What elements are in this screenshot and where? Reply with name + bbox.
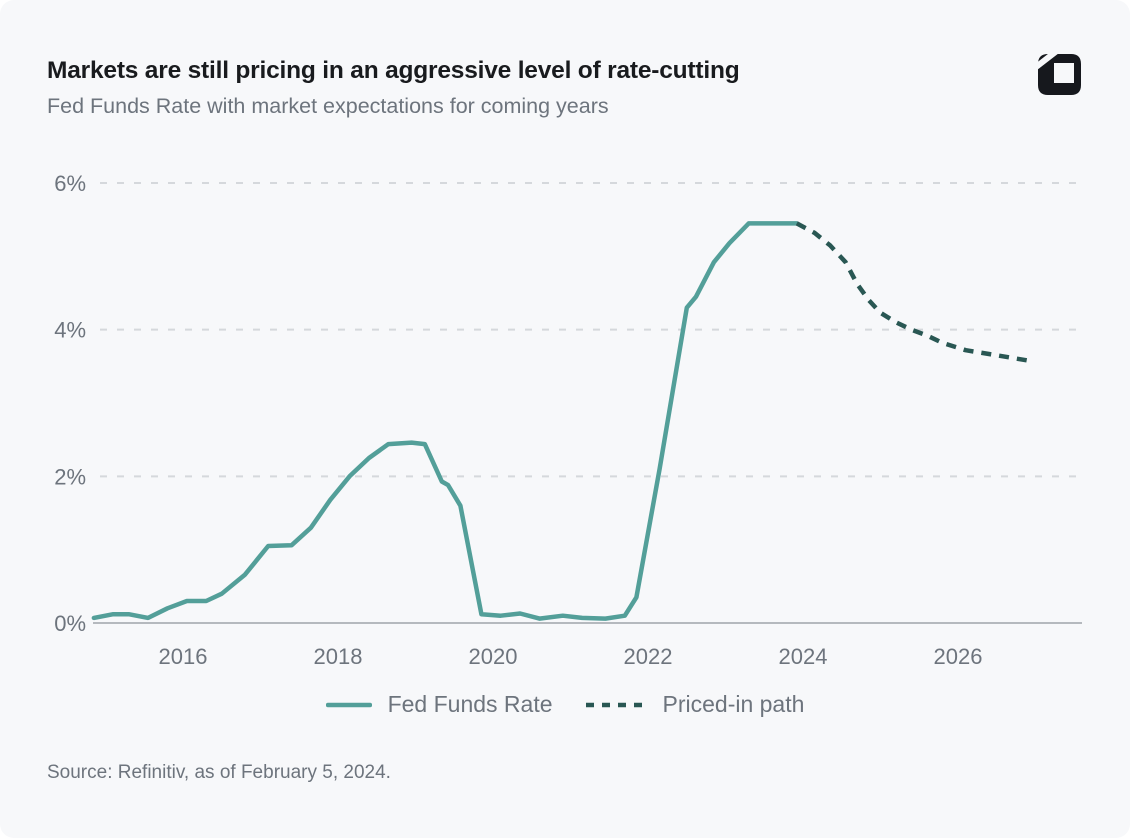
x-tick-label: 2024 (779, 644, 828, 669)
logo-mark (1038, 54, 1081, 95)
dashed-line-swatch-icon (585, 702, 646, 707)
solid-line-swatch-icon (325, 702, 372, 707)
y-tick-label: 0% (54, 611, 86, 636)
chart-legend: Fed Funds Rate Priced-in path (0, 691, 1130, 718)
y-tick-label: 4% (54, 318, 86, 343)
legend-label: Priced-in path (662, 691, 805, 717)
chartr-logo-icon (1036, 52, 1081, 95)
priced-in-path-line (795, 221, 1029, 363)
x-tick-label: 2022 (624, 644, 673, 669)
x-tick-label: 2018 (314, 644, 363, 669)
logo-slash (1036, 52, 1060, 70)
y-tick-label: 2% (54, 464, 86, 489)
legend-item-fed-funds-rate: Fed Funds Rate (325, 691, 553, 718)
source-note: Source: Refinitiv, as of February 5, 202… (47, 762, 391, 783)
fed-funds-rate-line (91, 221, 800, 621)
x-tick-label: 2026 (934, 644, 983, 669)
chart-title: Markets are still pricing in an aggressi… (47, 57, 740, 84)
x-tick-label: 2016 (159, 644, 208, 669)
x-tick-label: 2020 (469, 644, 518, 669)
legend-item-priced-in-path: Priced-in path (585, 691, 805, 718)
legend-label: Fed Funds Rate (387, 691, 553, 717)
chart-subtitle: Fed Funds Rate with market expectations … (47, 94, 609, 118)
y-tick-label: 6% (54, 171, 86, 196)
